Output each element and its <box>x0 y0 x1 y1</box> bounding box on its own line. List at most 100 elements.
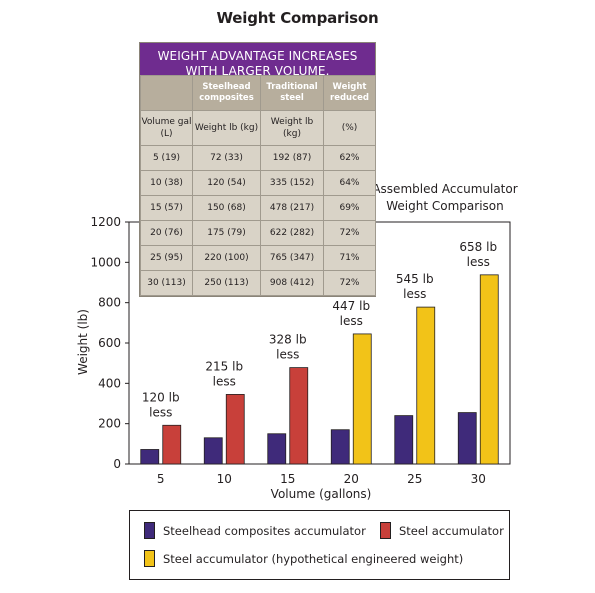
table-cell: 15 (57) <box>140 195 193 221</box>
table-header-cell: Steelhead composites <box>192 75 261 111</box>
chart-title: Weight Comparison <box>386 199 503 213</box>
bars <box>140 274 499 465</box>
table-header-cell: Weight reduced <box>323 75 376 111</box>
bar <box>479 274 499 465</box>
legend-label: Steel accumulator <box>399 523 504 538</box>
table-cell: 622 (282) <box>260 220 324 246</box>
legend-swatch <box>144 522 155 539</box>
x-tick-label: 15 <box>280 472 295 486</box>
bar <box>203 437 223 465</box>
table-cell: 62% <box>323 145 376 171</box>
page-title: Weight Comparison <box>216 9 379 27</box>
table-header-cell <box>140 75 193 111</box>
bar <box>352 333 372 465</box>
table-banner-line: WEIGHT ADVANTAGE INCREASES <box>157 49 358 63</box>
table-cell: Weight lb (kg) <box>192 110 261 146</box>
bar <box>416 306 436 465</box>
y-tick-label: 800 <box>98 296 121 310</box>
bar <box>289 367 309 465</box>
table-cell: 5 (19) <box>140 145 193 171</box>
table-banner: WEIGHT ADVANTAGE INCREASES WITH LARGER V… <box>140 43 375 78</box>
annotation-label: 215 lb <box>205 359 243 373</box>
y-tick-label: 600 <box>98 336 121 350</box>
annotation-label: less <box>149 405 172 419</box>
table-cell: 120 (54) <box>192 170 261 196</box>
table-cell: (%) <box>323 110 376 146</box>
legend-swatch <box>380 522 391 539</box>
table-header-row: Steelhead composites Traditional steel W… <box>140 75 376 111</box>
table-row: 30 (113) 250 (113) 908 (412) 72% <box>140 270 376 296</box>
table-cell: 72 (33) <box>192 145 261 171</box>
annotation-label: less <box>403 287 426 301</box>
annotation-label: less <box>276 348 299 362</box>
table-header-cell: Traditional steel <box>260 75 324 111</box>
bar <box>162 424 182 465</box>
table-cell: 192 (87) <box>260 145 324 171</box>
table-row: 20 (76) 175 (79) 622 (282) 72% <box>140 220 376 246</box>
table-cell: 64% <box>323 170 376 196</box>
table-cell: 20 (76) <box>140 220 193 246</box>
table-cell: 72% <box>323 270 376 296</box>
x-tick-label: 20 <box>344 472 359 486</box>
legend: Steelhead composites accumulator Steel a… <box>129 510 510 580</box>
table-cell: 250 (113) <box>192 270 261 296</box>
bar <box>140 449 160 465</box>
legend-item: Steelhead composites accumulator <box>144 522 366 539</box>
annotation-label: less <box>213 374 236 388</box>
table-cell: 175 (79) <box>192 220 261 246</box>
legend-label: Steelhead composites accumulator <box>163 523 366 538</box>
annotation-label: less <box>340 314 363 328</box>
annotation-label: 658 lb <box>459 240 497 254</box>
table-cell: 30 (113) <box>140 270 193 296</box>
y-axis-label: Weight (lb) <box>76 309 90 375</box>
legend-item: Steel accumulator (hypothetical engineer… <box>144 550 463 567</box>
table-cell: 335 (152) <box>260 170 324 196</box>
weight-table: WEIGHT ADVANTAGE INCREASES WITH LARGER V… <box>139 42 376 297</box>
y-tick-label: 400 <box>98 376 121 390</box>
annotation-label: less <box>467 255 490 269</box>
annotation-label: 447 lb <box>332 299 370 313</box>
table-banner-line: WITH LARGER VOLUME. <box>185 64 330 78</box>
y-axis: 0 200 400 600 800 1000 1200 <box>90 215 129 471</box>
table-row: 10 (38) 120 (54) 335 (152) 64% <box>140 170 376 196</box>
table-cell: 220 (100) <box>192 245 261 271</box>
table-cell: 765 (347) <box>260 245 324 271</box>
y-tick-label: 1200 <box>90 215 121 229</box>
table-cell: 71% <box>323 245 376 271</box>
legend-item: Steel accumulator <box>380 522 504 539</box>
table-row: 15 (57) 150 (68) 478 (217) 69% <box>140 195 376 221</box>
x-axis: 5 10 15 20 25 30 <box>157 472 486 486</box>
legend-label: Steel accumulator (hypothetical engineer… <box>163 551 464 566</box>
annotation-label: 545 lb <box>396 272 434 286</box>
table-cell: 69% <box>323 195 376 221</box>
table-cell: 10 (38) <box>140 170 193 196</box>
table-cell: Weight lb (kg) <box>260 110 324 146</box>
x-tick-label: 10 <box>217 472 232 486</box>
chart-title: Assembled Accumulator <box>372 182 517 196</box>
table-grid: Steelhead composites Traditional steel W… <box>140 75 376 296</box>
table-cell: 478 (217) <box>260 195 324 221</box>
y-tick-label: 0 <box>113 457 121 471</box>
table-row: 25 (95) 220 (100) 765 (347) 71% <box>140 245 376 271</box>
table-row: 5 (19) 72 (33) 192 (87) 62% <box>140 145 376 171</box>
x-tick-label: 5 <box>157 472 165 486</box>
bar <box>457 412 477 465</box>
x-tick-label: 25 <box>407 472 422 486</box>
legend-swatch <box>144 550 155 567</box>
x-axis-label: Volume (gallons) <box>271 487 372 501</box>
bar <box>225 394 245 465</box>
bar <box>330 429 350 465</box>
table-cell: 150 (68) <box>192 195 261 221</box>
table-units-row: Volume gal (L) Weight lb (kg) Weight lb … <box>140 110 376 146</box>
y-tick-label: 200 <box>98 417 121 431</box>
annotation-label: 328 lb <box>269 333 307 347</box>
annotation-label: 120 lb <box>142 390 180 404</box>
y-tick-label: 1000 <box>90 255 121 269</box>
bar <box>394 415 414 465</box>
x-tick-label: 30 <box>471 472 486 486</box>
table-cell: 25 (95) <box>140 245 193 271</box>
table-cell: 72% <box>323 220 376 246</box>
table-cell: 908 (412) <box>260 270 324 296</box>
